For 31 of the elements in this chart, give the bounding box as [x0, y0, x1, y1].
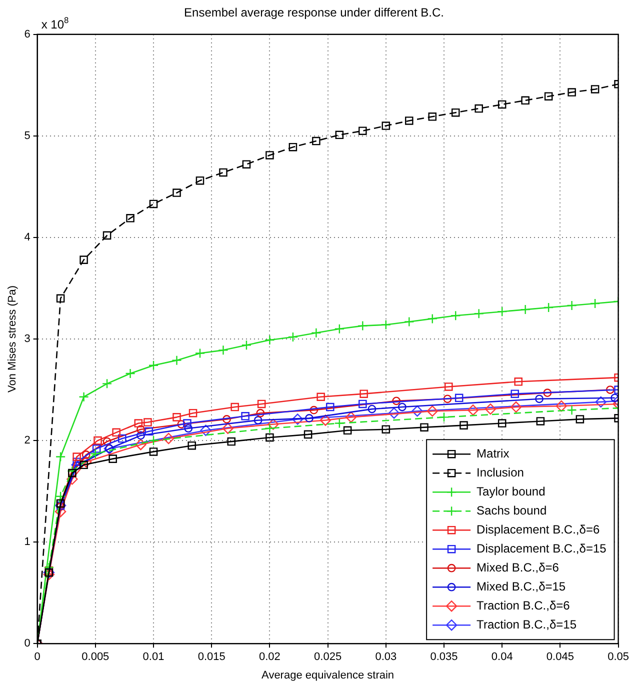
legend-label: Mixed B.C.,δ=6 [476, 560, 560, 574]
y-tick-label: 2 [24, 434, 30, 447]
legend-label: Traction B.C.,δ=15 [476, 617, 577, 632]
x-tick-label: 0.01 [142, 651, 164, 664]
legend-label: Inclusion [476, 465, 524, 480]
x-tick-label: 0.045 [546, 651, 574, 664]
legend-label: Displacement B.C.,δ=15 [476, 541, 607, 556]
y-axis-title: Von Mises stress (Pa) [6, 286, 19, 392]
legend-label: Taylor bound [476, 484, 546, 498]
legend-label: Mixed B.C.,δ=15 [476, 579, 566, 594]
legend-label: Displacement B.C.,δ=6 [476, 522, 600, 536]
legend-label: Traction B.C.,δ=6 [476, 598, 570, 612]
x-axis-title: Average equivalence strain [262, 669, 394, 682]
y-tick-label: 0 [24, 638, 30, 650]
chart-title: Ensembel average response under different B.C. [184, 6, 444, 20]
y-tick-label: 5 [24, 130, 30, 142]
x-tick-label: 0.03 [375, 651, 397, 664]
x-tick-label: 0.015 [198, 651, 226, 664]
x-tick-label: 0.005 [82, 651, 110, 664]
legend-label: Matrix [476, 446, 510, 460]
y-tick-label: 1 [24, 536, 30, 548]
x-tick-label: 0 [34, 651, 40, 664]
y-tick-label: 3 [24, 333, 30, 346]
x-tick-label: 0.035 [430, 651, 458, 664]
y-tick-label: 6 [24, 28, 30, 40]
x-tick-label: 0.05 [608, 651, 630, 664]
x-tick-label: 0.04 [491, 651, 513, 664]
x-tick-label: 0.02 [259, 651, 280, 664]
x-tick-label: 0.025 [314, 651, 342, 664]
legend-label: Sachs bound [476, 503, 547, 518]
y-tick-label: 4 [24, 232, 30, 244]
